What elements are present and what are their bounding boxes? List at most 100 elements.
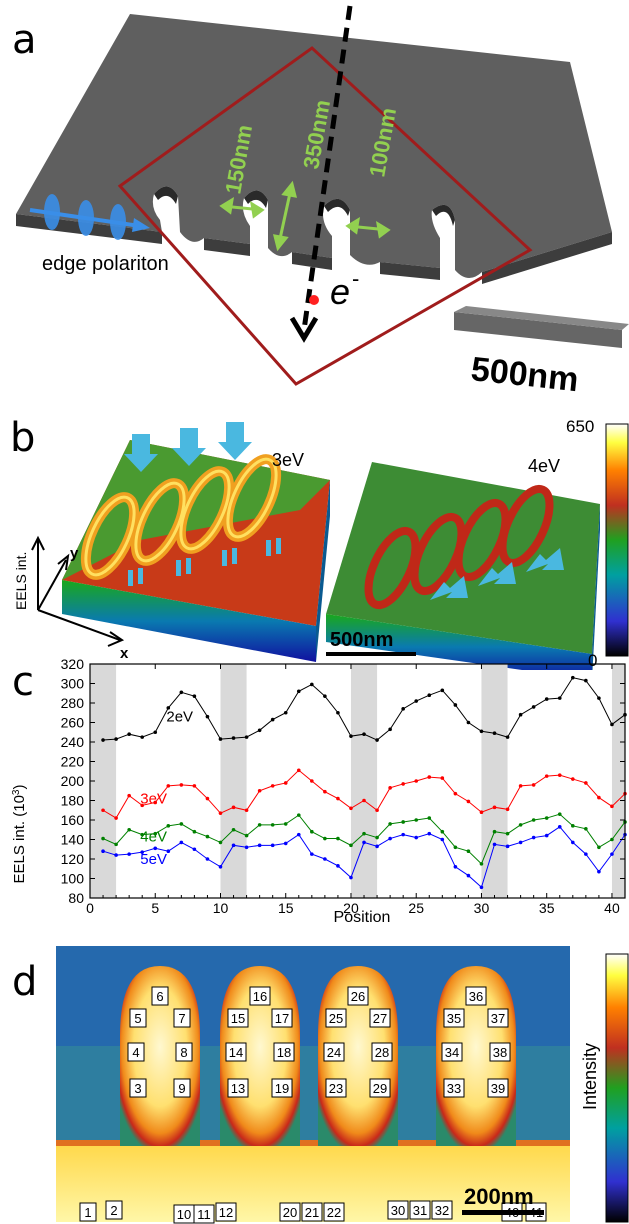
position-marker-label: 19	[275, 1081, 289, 1096]
data-point-5eV	[531, 835, 536, 840]
position-marker-box	[465, 986, 487, 1006]
data-point-2eV	[205, 714, 210, 719]
data-point-5eV	[492, 842, 497, 847]
data-point-5eV	[610, 852, 614, 856]
data-point-2eV	[479, 729, 484, 734]
position-marker-label: 27	[373, 1011, 387, 1026]
data-point-4eV	[375, 835, 379, 840]
position-marker-box	[489, 1042, 511, 1062]
position-marker-label: 32	[435, 1203, 449, 1218]
position-marker-box	[227, 1008, 249, 1028]
position-marker-box	[371, 1042, 393, 1062]
data-point-4eV	[466, 849, 471, 853]
position-marker-box	[487, 1078, 509, 1098]
data-point-5eV	[101, 849, 105, 853]
position-marker-label: 35	[447, 1011, 461, 1026]
position-marker-box	[443, 1008, 465, 1028]
position-marker-box	[79, 1202, 97, 1222]
data-point-3eV	[414, 779, 419, 783]
data-point-2eV	[427, 693, 432, 697]
x-tick-label: 0	[86, 900, 94, 916]
data-point-3eV	[531, 783, 536, 787]
data-point-4eV	[336, 836, 340, 841]
data-point-3eV	[440, 776, 445, 780]
y-tick-label: 280	[61, 695, 85, 711]
eels-3d-maps: 3eV 4eV	[13, 417, 629, 670]
position-marker-label: 6	[156, 989, 163, 1004]
scale-bar-b	[326, 652, 416, 656]
data-point-3eV	[101, 808, 105, 813]
y-tick-label: 260	[61, 715, 85, 731]
data-point-5eV	[375, 844, 379, 849]
series-label-4eV: 4eV	[140, 829, 167, 846]
data-point-2eV	[270, 717, 275, 722]
chart-xlabel: Position	[334, 909, 391, 926]
data-point-2eV	[114, 737, 118, 741]
data-point-2eV	[505, 735, 510, 739]
colorbar-b-min: 0	[588, 651, 597, 670]
position-marker-label: 24	[327, 1045, 341, 1060]
map-3ev-label: 3eV	[272, 450, 304, 470]
data-point-2eV	[218, 737, 223, 741]
data-point-2eV	[518, 712, 523, 717]
data-point-2eV	[166, 706, 171, 710]
axis-y-label: y	[70, 545, 79, 562]
position-marker-box	[409, 1200, 431, 1220]
data-point-3eV	[453, 791, 458, 796]
position-marker-box	[271, 1008, 293, 1028]
data-point-5eV	[114, 853, 118, 857]
data-point-2eV	[571, 675, 575, 680]
data-point-2eV	[453, 703, 458, 707]
scale-bar-a-label: 500nm	[469, 350, 580, 399]
data-point-3eV	[571, 777, 575, 781]
data-point-5eV	[166, 849, 171, 853]
data-point-4eV	[388, 822, 392, 826]
position-marker-label: 38	[493, 1045, 507, 1060]
metal-slab-top	[16, 14, 612, 279]
data-point-2eV	[140, 735, 144, 739]
position-marker-box	[369, 1078, 391, 1098]
data-point-5eV	[244, 845, 249, 850]
data-point-5eV	[453, 865, 458, 869]
data-point-2eV	[296, 689, 301, 694]
position-marker-label: 36	[469, 989, 483, 1004]
data-point-3eV	[244, 808, 249, 813]
data-point-3eV	[323, 789, 327, 794]
data-point-3eV	[492, 805, 497, 810]
position-marker-box	[193, 1204, 215, 1224]
data-point-4eV	[270, 823, 275, 827]
position-marker-label: 17	[275, 1011, 289, 1026]
data-point-4eV	[283, 822, 288, 826]
data-point-5eV	[427, 831, 432, 836]
panel-d: d	[0, 926, 629, 1224]
data-point-4eV	[140, 832, 144, 837]
data-point-4eV	[153, 831, 158, 836]
position-marker-label: 12	[219, 1205, 233, 1220]
position-marker-box	[129, 1008, 147, 1028]
y-tick-label: 140	[61, 832, 85, 848]
x-tick-label: 30	[474, 900, 490, 916]
chart-ylabel: EELS int. (103)	[11, 785, 29, 884]
data-point-2eV	[557, 696, 562, 700]
data-point-3eV	[166, 784, 171, 788]
data-point-4eV	[218, 840, 223, 845]
position-marker-box	[487, 1008, 509, 1028]
data-point-4eV	[257, 823, 262, 827]
electron-beam-arrowhead	[289, 316, 319, 343]
data-point-5eV	[231, 843, 236, 848]
position-marker-box	[129, 1078, 147, 1098]
data-point-2eV	[597, 696, 601, 700]
scale-bar-a	[454, 312, 622, 348]
position-marker-label: 13	[231, 1081, 245, 1096]
data-point-3eV	[231, 805, 236, 810]
position-marker-label: 11	[197, 1207, 211, 1222]
data-point-5eV	[388, 836, 392, 841]
series-label-3eV: 3eV	[140, 791, 167, 808]
data-point-2eV	[544, 697, 549, 701]
position-marker-label: 26	[351, 989, 365, 1004]
y-tick-label: 300	[61, 676, 85, 692]
data-point-4eV	[518, 823, 523, 827]
data-point-4eV	[544, 816, 549, 820]
shaded-region-3	[350, 664, 378, 898]
